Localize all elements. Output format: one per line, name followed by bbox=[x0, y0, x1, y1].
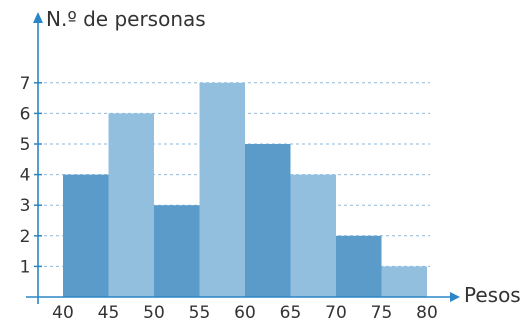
x-tick-label: 45 bbox=[98, 303, 120, 323]
histogram-bar bbox=[245, 144, 291, 297]
x-tick-label: 55 bbox=[189, 303, 211, 323]
x-tick-label: 60 bbox=[234, 303, 256, 323]
histogram-bar bbox=[336, 235, 382, 297]
histogram-bar bbox=[290, 174, 336, 297]
y-tick-label: 1 bbox=[20, 257, 31, 277]
x-tick-label: 75 bbox=[371, 303, 393, 323]
y-ticks: 1 2 3 4 5 6 7 bbox=[20, 74, 42, 277]
y-tick-label: 4 bbox=[20, 166, 31, 186]
x-tick-label: 65 bbox=[280, 303, 302, 323]
y-axis-arrow bbox=[33, 12, 43, 23]
histogram-bar bbox=[381, 266, 427, 297]
x-axis-title: Pesos bbox=[464, 283, 521, 307]
histogram-bar bbox=[154, 205, 200, 297]
x-axis-arrow bbox=[450, 292, 460, 302]
x-ticks: 40 45 50 55 60 65 70 75 80 bbox=[52, 303, 438, 323]
histogram-bar bbox=[108, 113, 154, 298]
histogram-bar bbox=[63, 174, 109, 297]
x-tick-label: 40 bbox=[52, 303, 74, 323]
x-tick-label: 80 bbox=[416, 303, 438, 323]
y-tick-label: 2 bbox=[20, 227, 31, 247]
x-tick-label: 50 bbox=[143, 303, 165, 323]
y-tick-label: 5 bbox=[20, 135, 31, 155]
y-tick-label: 6 bbox=[20, 104, 31, 124]
y-tick-label: 7 bbox=[20, 74, 31, 94]
x-tick-label: 70 bbox=[325, 303, 347, 323]
bars bbox=[63, 82, 427, 298]
y-axis-title: N.º de personas bbox=[46, 7, 206, 31]
y-tick-label: 3 bbox=[20, 196, 31, 216]
histogram-bar bbox=[199, 82, 245, 297]
